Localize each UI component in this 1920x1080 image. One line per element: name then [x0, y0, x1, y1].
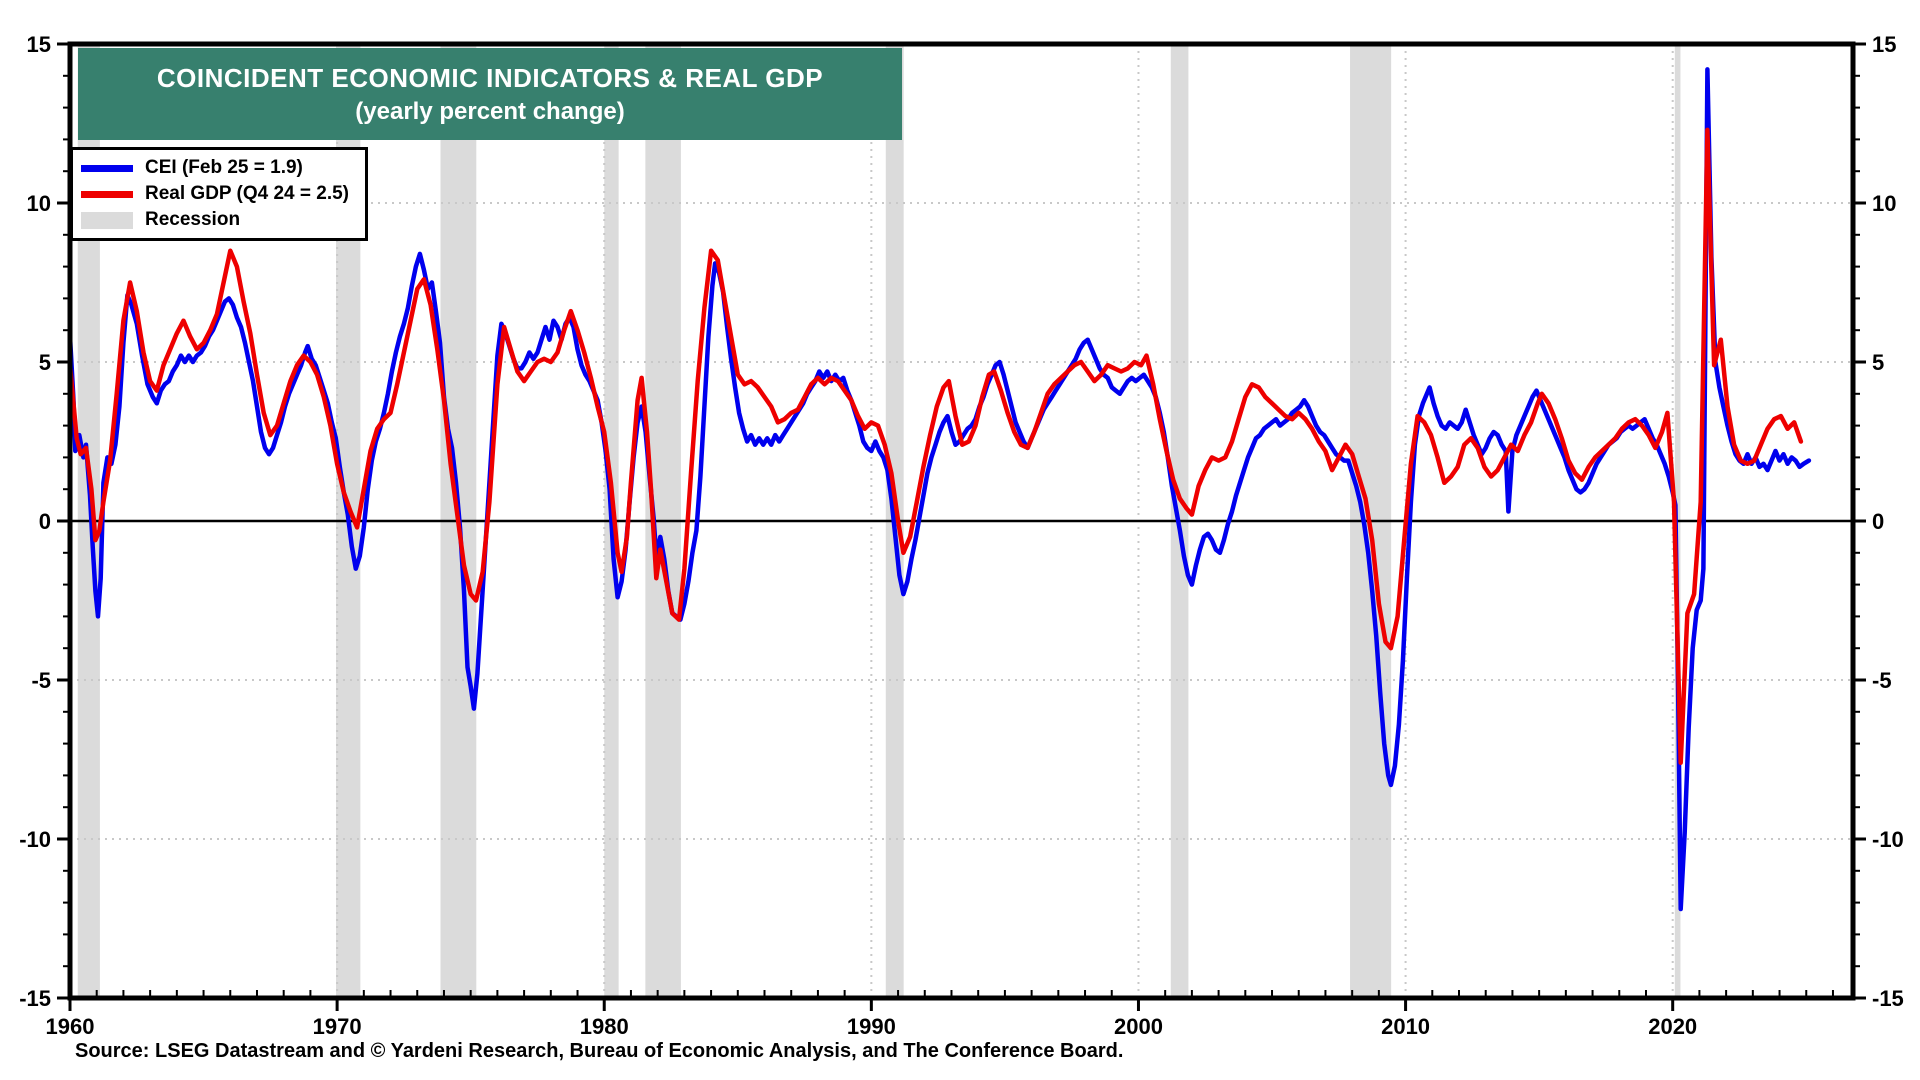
svg-text:-15: -15 — [1872, 986, 1904, 1011]
chart-title: COINCIDENT ECONOMIC INDICATORS & REAL GD… — [156, 63, 824, 94]
recession-box-swatch — [81, 211, 133, 229]
legend-item-gdp: Real GDP (Q4 24 = 2.5) — [81, 181, 357, 207]
legend-label-gdp: Real GDP (Q4 24 = 2.5) — [145, 183, 349, 204]
svg-text:5: 5 — [39, 350, 51, 375]
svg-text:-10: -10 — [19, 827, 51, 852]
axis-labels: 15 15 10 10 5 5 0 0 -5 -5 -10 -10 -15 -15 1960 1970 1980… — [19, 32, 1904, 1039]
chart-subtitle: (yearly percent change) — [355, 97, 625, 125]
svg-text:2010: 2010 — [1381, 1014, 1430, 1039]
svg-text:0: 0 — [1872, 509, 1884, 534]
legend-label-recession: Recession — [145, 209, 241, 230]
legend-item-recession: Recession — [81, 207, 357, 233]
axis-ticks — [57, 42, 1866, 1011]
svg-text:2000: 2000 — [1114, 1014, 1163, 1039]
svg-text:-10: -10 — [1872, 827, 1904, 852]
svg-text:-15: -15 — [19, 986, 51, 1011]
legend-item-cei: CEI (Feb 25 = 1.9) — [81, 155, 357, 181]
cei-line-swatch — [81, 164, 133, 172]
svg-text:0: 0 — [39, 509, 51, 534]
svg-text:-5: -5 — [1872, 668, 1892, 693]
source-attribution: Source: LSEG Datastream and © Yardeni Re… — [75, 1040, 1124, 1062]
cei-series-line — [67, 67, 1812, 912]
svg-text:1980: 1980 — [580, 1014, 629, 1039]
svg-text:1990: 1990 — [847, 1014, 896, 1039]
svg-text:15: 15 — [27, 32, 51, 57]
svg-text:1960: 1960 — [46, 1014, 95, 1039]
svg-text:5: 5 — [1872, 350, 1884, 375]
svg-text:-5: -5 — [31, 668, 51, 693]
svg-text:1970: 1970 — [313, 1014, 362, 1039]
legend: CEI (Feb 25 = 1.9) Real GDP (Q4 24 = 2.5… — [70, 147, 368, 241]
legend-label-cei: CEI (Feb 25 = 1.9) — [145, 157, 303, 178]
svg-text:10: 10 — [1872, 191, 1896, 216]
svg-text:10: 10 — [27, 191, 51, 216]
chart-title-box: COINCIDENT ECONOMIC INDICATORS & REAL GD… — [78, 48, 902, 140]
gdp-series-line — [67, 127, 1804, 765]
gdp-line-swatch — [81, 190, 133, 198]
svg-text:15: 15 — [1872, 32, 1896, 57]
svg-text:2020: 2020 — [1648, 1014, 1697, 1039]
